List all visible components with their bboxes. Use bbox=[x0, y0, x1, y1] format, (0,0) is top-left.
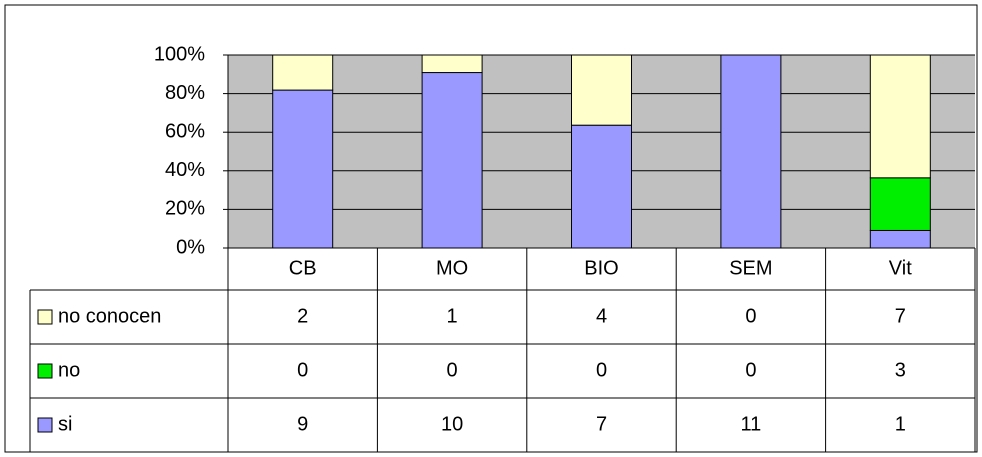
table-value: 0 bbox=[447, 359, 458, 381]
legend-swatch bbox=[37, 309, 53, 325]
x-tick-label: MO bbox=[436, 257, 468, 279]
legend-label: no conocen bbox=[58, 305, 161, 327]
table-value: 3 bbox=[895, 359, 906, 381]
table-value: 11 bbox=[741, 413, 762, 435]
bar-segment bbox=[869, 229, 931, 249]
legend-label: si bbox=[58, 413, 72, 435]
bar-segment bbox=[421, 72, 483, 249]
x-tick-label: BIO bbox=[584, 257, 618, 279]
y-tick-label: 0% bbox=[176, 236, 205, 258]
bar-segment bbox=[720, 54, 782, 249]
x-tick-label: Vit bbox=[889, 257, 912, 279]
table-value: 9 bbox=[297, 413, 308, 435]
bar-segment bbox=[272, 54, 334, 91]
y-tick-label: 40% bbox=[165, 159, 205, 181]
table-value: 7 bbox=[895, 305, 906, 327]
legend-swatch bbox=[37, 363, 53, 379]
y-tick-label: 80% bbox=[165, 82, 205, 104]
table-value: 7 bbox=[596, 413, 607, 435]
x-tick-label: SEM bbox=[729, 257, 772, 279]
table-value: 2 bbox=[297, 305, 308, 327]
table-value: 0 bbox=[596, 359, 607, 381]
y-tick-label: 100% bbox=[154, 43, 205, 65]
legend-label: no bbox=[58, 359, 80, 381]
table-value: 0 bbox=[297, 359, 308, 381]
bar-segment bbox=[571, 124, 632, 249]
legend-swatch bbox=[37, 417, 53, 433]
y-tick-label: 60% bbox=[165, 120, 205, 142]
table-value: 1 bbox=[895, 413, 906, 435]
table-value: 0 bbox=[745, 305, 756, 327]
y-tick-label: 20% bbox=[165, 198, 205, 220]
bar-segment bbox=[571, 54, 632, 126]
bar-segment bbox=[869, 177, 931, 231]
x-tick-label: CB bbox=[289, 257, 317, 279]
table-value: 0 bbox=[745, 359, 756, 381]
table-value: 10 bbox=[441, 413, 463, 435]
bar-segment bbox=[869, 54, 931, 179]
bar-segment bbox=[421, 54, 483, 74]
table-value: 4 bbox=[596, 305, 607, 327]
table-value: 1 bbox=[447, 305, 458, 327]
bar-segment bbox=[272, 89, 334, 249]
